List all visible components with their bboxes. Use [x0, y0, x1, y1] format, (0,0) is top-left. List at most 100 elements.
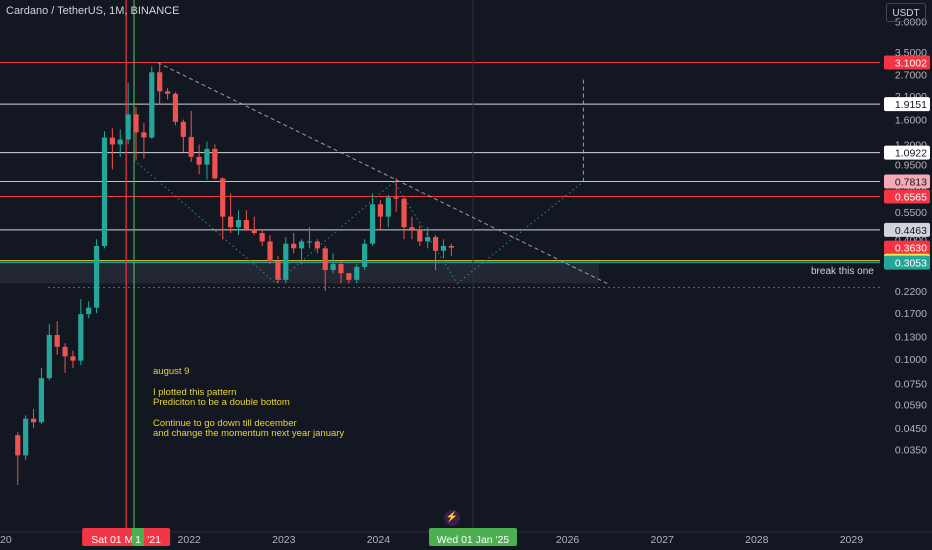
candle-body — [204, 148, 210, 165]
candle-body — [30, 418, 37, 423]
x-tick-label: 2026 — [556, 534, 580, 546]
candle-body — [251, 229, 257, 234]
price-label-bg — [884, 222, 930, 237]
candle-body — [275, 261, 281, 280]
y-tick-label: 0.0750 — [895, 379, 927, 391]
candle-body — [314, 241, 320, 249]
x-tick-label: 2022 — [178, 534, 202, 546]
candle-body — [385, 197, 391, 217]
candle-body — [448, 245, 454, 248]
candle-body — [417, 229, 423, 242]
support-zone — [0, 261, 600, 284]
price-label-text: 1.9151 — [895, 99, 927, 111]
y-tick-label: 0.1000 — [895, 354, 927, 366]
y-tick-label: 0.0350 — [895, 444, 927, 456]
candle-body — [377, 204, 383, 217]
price-label: 1.9151 — [884, 97, 930, 112]
price-label-text: 0.3053 — [895, 258, 927, 270]
candle-body — [46, 334, 52, 379]
price-label-bg — [884, 145, 930, 160]
price-label: 0.3630 — [884, 240, 930, 255]
candle-body — [101, 137, 108, 246]
price-label-bg — [884, 97, 930, 112]
x-tick-label: 2024 — [367, 534, 391, 546]
y-tick-label: 2.7000 — [895, 69, 927, 81]
candle-body — [440, 245, 447, 251]
candle-body — [346, 273, 352, 280]
candle-body — [86, 307, 92, 315]
candles-group — [15, 62, 454, 485]
candle-body — [291, 243, 297, 249]
candle-body — [23, 418, 29, 456]
candle-body — [180, 121, 186, 137]
price-label-bg — [884, 189, 930, 204]
price-label-bg — [884, 55, 930, 70]
candle-body — [409, 227, 415, 230]
cursor-label-bg — [429, 528, 517, 546]
candle-body — [220, 178, 226, 217]
candle-body — [54, 334, 60, 347]
lightning-icon[interactable]: ⚡ — [444, 510, 460, 526]
candle-body — [15, 435, 21, 456]
price-label-text: 0.4463 — [895, 225, 927, 237]
candle-body — [164, 91, 171, 94]
price-label-bg — [884, 255, 930, 270]
cursor-label-text: Wed 01 Jan '25 — [437, 534, 510, 546]
candle-body — [283, 243, 289, 280]
price-label: 0.7813 — [884, 174, 930, 189]
cursor-label-bg — [82, 528, 171, 546]
candle-body — [78, 314, 84, 361]
candle-body — [157, 72, 163, 92]
trend-drawing — [157, 62, 608, 284]
x-tick-label: 2028 — [745, 534, 769, 546]
price-label: 3.1002 — [884, 55, 930, 70]
y-tick-label: 0.1700 — [895, 308, 927, 320]
candle-body — [401, 198, 407, 228]
candle-body — [322, 248, 328, 271]
price-label-text: 1.0922 — [895, 148, 927, 160]
x-tick-label: 2029 — [840, 534, 864, 546]
candle-body — [212, 148, 218, 179]
candle-body — [228, 216, 234, 228]
candle-body — [109, 137, 115, 145]
price-label-text: 0.3630 — [895, 243, 927, 255]
price-label: 0.4463 — [884, 222, 930, 237]
candle-body — [188, 136, 194, 157]
y-tick-label: 0.2200 — [895, 286, 927, 298]
cursor-label-tail — [132, 528, 145, 546]
y-tick-label: 5.0000 — [895, 16, 927, 28]
y-tick-label: 0.9500 — [895, 160, 927, 172]
candle-body — [393, 197, 399, 199]
price-label: 0.6565 — [884, 189, 930, 204]
candle-body — [133, 114, 139, 133]
price-label-text: 0.6565 — [895, 192, 927, 204]
candle-body — [117, 139, 123, 145]
x-tick-label: 2027 — [651, 534, 675, 546]
y-tick-label: 1.6000 — [895, 115, 927, 127]
currency-button[interactable]: USDT — [886, 3, 926, 22]
symbol-title[interactable]: Cardano / TetherUS, 1M, BINANCE — [6, 5, 180, 17]
candle-body — [196, 156, 202, 165]
y-tick-label: 0.5500 — [895, 207, 927, 219]
price-label: 0.3053 — [884, 255, 930, 270]
candle-body — [306, 241, 313, 243]
candle-body — [330, 264, 336, 271]
y-tick-label: 0.0590 — [895, 399, 927, 411]
candle-body — [94, 245, 100, 308]
candle-body — [38, 378, 45, 423]
candle-body — [369, 204, 376, 244]
candle-body — [149, 72, 155, 138]
candle-body — [432, 237, 439, 251]
price-label-text: 0.7813 — [895, 176, 927, 188]
candle-body — [267, 241, 273, 262]
cursor-label-text: Sat 01 May '21 — [91, 534, 161, 546]
price-label: 1.0922 — [884, 145, 930, 160]
candle-body — [298, 241, 305, 249]
candle-body — [62, 346, 68, 357]
candle-body — [172, 93, 179, 122]
candle-body — [141, 132, 147, 138]
price-label-bg — [884, 240, 930, 255]
candle-body — [362, 243, 368, 268]
